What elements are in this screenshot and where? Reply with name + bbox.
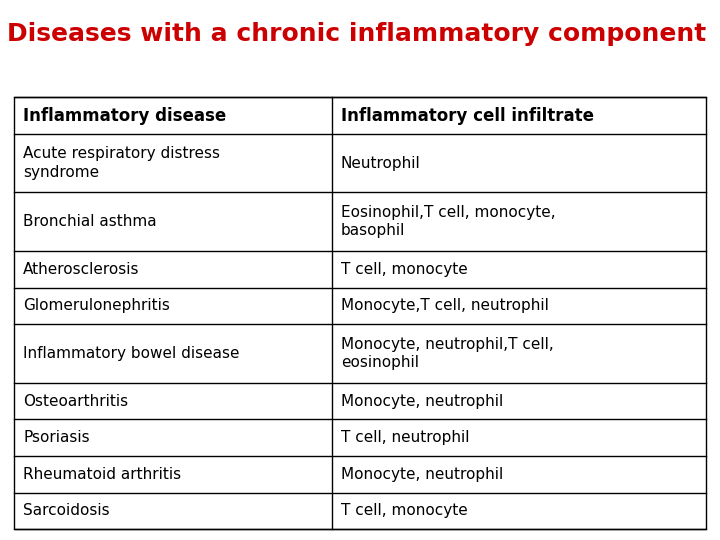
Text: Rheumatoid arthritis: Rheumatoid arthritis: [23, 467, 181, 482]
Text: Atherosclerosis: Atherosclerosis: [23, 262, 140, 277]
Text: Bronchial asthma: Bronchial asthma: [23, 214, 157, 229]
Text: Diseases with a chronic inflammatory component: Diseases with a chronic inflammatory com…: [7, 22, 706, 45]
Text: Acute respiratory distress
syndrome: Acute respiratory distress syndrome: [23, 146, 220, 180]
Text: Monocyte, neutrophil,T cell,
eosinophil: Monocyte, neutrophil,T cell, eosinophil: [341, 336, 554, 370]
Text: T cell, monocyte: T cell, monocyte: [341, 262, 468, 277]
Text: Glomerulonephritis: Glomerulonephritis: [23, 299, 170, 313]
Text: T cell, neutrophil: T cell, neutrophil: [341, 430, 469, 445]
Text: Monocyte, neutrophil: Monocyte, neutrophil: [341, 394, 503, 409]
Text: T cell, monocyte: T cell, monocyte: [341, 503, 468, 518]
Text: Inflammatory cell infiltrate: Inflammatory cell infiltrate: [341, 106, 594, 125]
Text: Neutrophil: Neutrophil: [341, 156, 420, 171]
Text: Psoriasis: Psoriasis: [23, 430, 90, 445]
Text: Inflammatory bowel disease: Inflammatory bowel disease: [23, 346, 240, 361]
Text: Osteoarthritis: Osteoarthritis: [23, 394, 128, 409]
Text: Inflammatory disease: Inflammatory disease: [23, 106, 226, 125]
Bar: [14, 97, 706, 529]
Text: Eosinophil,T cell, monocyte,
basophil: Eosinophil,T cell, monocyte, basophil: [341, 205, 556, 239]
Text: Monocyte,T cell, neutrophil: Monocyte,T cell, neutrophil: [341, 299, 549, 313]
Text: Sarcoidosis: Sarcoidosis: [23, 503, 109, 518]
Text: Monocyte, neutrophil: Monocyte, neutrophil: [341, 467, 503, 482]
